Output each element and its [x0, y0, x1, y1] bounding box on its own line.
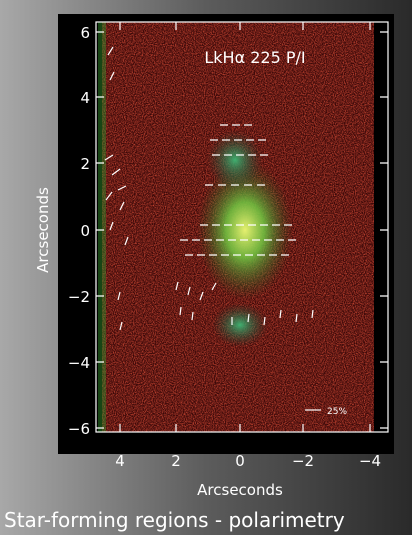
x-tick-label: 0 [235, 452, 245, 470]
y-tick-label: 2 [80, 155, 90, 173]
y-axis-label: Arcseconds [34, 187, 52, 273]
x-tick-label: 4 [115, 452, 125, 470]
x-tick-label: 2 [171, 452, 181, 470]
screen: LkHα 225 P/I 25% 6 4 2 0 −2 −4 −6 4 2 0 … [0, 0, 412, 535]
y-tick-label: −2 [68, 288, 90, 306]
scale-label: 25% [327, 407, 347, 417]
figure-title: LkHα 225 P/I [204, 48, 305, 67]
y-tick-label: 0 [80, 222, 90, 240]
y-tick-label: 4 [80, 89, 90, 107]
x-tick-label: −4 [359, 452, 381, 470]
y-tick-label: 6 [80, 24, 90, 42]
y-tick-label: −6 [68, 420, 90, 438]
image [96, 22, 388, 432]
x-axis-label: Arcseconds [197, 481, 283, 499]
y-tick-label: −4 [68, 354, 90, 372]
caption: Star-forming regions - polarimetry [4, 508, 345, 532]
x-tick-label: −2 [292, 452, 314, 470]
